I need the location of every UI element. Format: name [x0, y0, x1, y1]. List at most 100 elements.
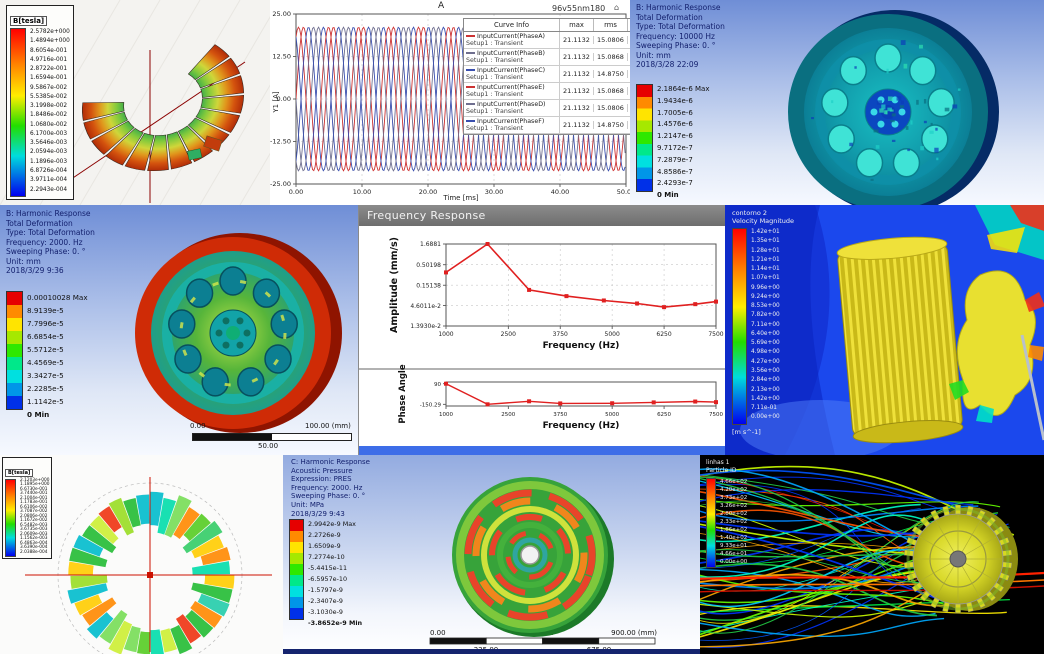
svg-text:-150.29: -150.29 — [420, 403, 442, 409]
legend-value: 1.6509e-9 — [308, 542, 341, 550]
color-bar — [6, 291, 23, 410]
ruler-max: 100.00 (mm) — [305, 422, 351, 430]
panel-harmonic-10000hz: B: Harmonic Response Total Deformation Typ… — [630, 0, 1044, 205]
ruler-mid: 50.00 — [258, 442, 279, 450]
result-header: B: Harmonic Response Total Deformation Typ… — [636, 3, 725, 70]
legend-value: 4.66e+02 — [720, 479, 748, 485]
header-line: Expression: PRES — [291, 475, 352, 484]
legend-value: 2.2285e-5 — [27, 384, 64, 393]
header-line: Sweeping Phase: 0. ° — [291, 492, 366, 501]
svg-text:4.6011e-2: 4.6011e-2 — [410, 303, 441, 310]
legend-value: 2.0806e-002 — [20, 513, 48, 519]
legend-value: -1.5797e-9 — [308, 586, 343, 594]
legend-value: 7.82e+00 — [751, 312, 780, 319]
legend-value: 3.26e+02 — [720, 503, 748, 509]
header-line: Sweeping Phase: 0. ° — [636, 41, 716, 50]
svg-text:-25.00: -25.00 — [270, 180, 291, 188]
legend-value: 1.14e+01 — [751, 266, 780, 273]
header-line: 2018/3/28 22:09 — [636, 60, 699, 69]
svg-text:0.15138: 0.15138 — [416, 282, 441, 289]
legend-value: 7.11e+00 — [751, 321, 780, 328]
legend-title-line: linhas 1 — [706, 459, 730, 466]
svg-text:3750: 3750 — [553, 331, 568, 338]
svg-text:90: 90 — [434, 382, 441, 388]
svg-text:7500: 7500 — [708, 331, 723, 338]
legend-value: 8.9139e-5 — [27, 306, 64, 315]
series-rms: 15.0868 — [594, 53, 628, 61]
legend-value: 2.13e+00 — [751, 386, 780, 393]
panel-particle-tracks: linhas 1 Particle ID 4.66e+02 4.20e+02 3.73… — [700, 455, 1044, 654]
legend-value: 1.9434e-6 — [657, 96, 693, 105]
legend-value: 1.4894e+000 — [30, 38, 70, 45]
header-line: Type: Total Deformation — [636, 22, 725, 31]
window-titlebar[interactable]: Frequency Response — [359, 206, 726, 226]
header-line: B: Harmonic Response — [636, 3, 721, 12]
legend-value: 9.5867e-002 — [30, 84, 68, 91]
header-line: 2018/3/29 9:36 — [6, 266, 64, 275]
wheel-3d-view — [788, 10, 999, 205]
legend-value: 5.5712e-5 — [27, 345, 64, 354]
legend-value: 3.6735e-003 — [20, 527, 48, 533]
legend-value: 3.9711e-004 — [30, 177, 68, 184]
legend-value: 2.5782e+000 — [30, 29, 70, 35]
bfield-legend: B[tesla] 2.1203e+000 1.1895e+000 6.6730e-0… — [2, 457, 53, 559]
legend-value: 6.6106e-002 — [20, 504, 48, 510]
legend-value: 4.9716e-001 — [30, 56, 68, 63]
legend-value: 3.7087e-002 — [20, 509, 48, 515]
col-max: max — [560, 19, 594, 31]
series-color-swatch — [466, 103, 475, 105]
series-color-swatch — [466, 86, 475, 88]
panel-maxwell-winding: B[tesla] 2.5782e+000 1.4894e+000 8.6054e-0… — [0, 0, 270, 205]
curve-row: InputCurrent(PhaseB) Setup1 : Transient … — [464, 49, 630, 66]
series-name: InputCurrent(PhaseA) — [477, 33, 545, 40]
color-bar — [636, 84, 653, 192]
legend-value: 3.7440e-001 — [20, 491, 48, 497]
legend-value: 1.86e+02 — [720, 527, 748, 533]
svg-text:5000: 5000 — [605, 412, 619, 418]
legend-value: 0 Min — [27, 410, 50, 419]
svg-text:0.00: 0.00 — [289, 188, 303, 196]
legend-value: 1.07e+01 — [751, 275, 780, 282]
taskbar-strip — [359, 446, 726, 456]
legend-value: 7.2879e-7 — [657, 155, 693, 164]
legend-value: 2.0594e-003 — [30, 149, 68, 156]
legend-value: 4.66e+01 — [720, 551, 748, 557]
header-line: Unit: mm — [6, 256, 41, 266]
series-max: 21.1132 — [560, 87, 594, 95]
svg-text:3750: 3750 — [553, 412, 567, 418]
series-name: InputCurrent(PhaseF) — [477, 118, 545, 125]
svg-text:10.00: 10.00 — [353, 188, 372, 196]
svg-text:1.3930e-2: 1.3930e-2 — [410, 323, 441, 330]
legend-value: 9.33e+01 — [720, 543, 748, 549]
legend-value: 2.2726e-9 — [308, 531, 341, 539]
particle-legend: linhas 1 Particle ID 4.66e+02 4.20e+02 3.73… — [706, 459, 747, 568]
header-line: Frequency: 2000. Hz — [291, 483, 363, 492]
svg-text:40.00: 40.00 — [551, 188, 570, 196]
legend-value: 9.96e+00 — [751, 284, 780, 291]
series-setup: Setup1 : Transient — [466, 108, 524, 115]
panel-current-waveforms: 0.00 10.00 20.00 30.00 40.00 50.00 25.00 12.50 0… — [270, 0, 630, 205]
series-max: 21.1132 — [560, 70, 594, 78]
series-color-swatch — [466, 52, 475, 54]
header-line: Unit: mm — [636, 50, 671, 60]
curve-row: InputCurrent(PhaseA) Setup1 : Transient … — [464, 32, 630, 49]
legend-value: 9.24e+00 — [751, 293, 780, 300]
header-line: C: Harmonic Response — [291, 458, 370, 466]
series-rms: 14.8750 — [594, 121, 628, 129]
velocity-legend: contorno 2 Velocity Magnitude 1.42e+01 1.3… — [732, 209, 794, 436]
svg-text:1000: 1000 — [438, 331, 453, 338]
legend-value: 2.2943e-004 — [30, 186, 68, 193]
legend-value: 2.1864e-6 Max — [657, 85, 710, 93]
legend-value: 1.21e+01 — [751, 256, 780, 263]
legend-title-line: contorno 2 — [732, 209, 768, 217]
series-setup: Setup1 : Transient — [466, 74, 524, 81]
legend-value: 5.5385e-002 — [30, 93, 68, 100]
series-name: InputCurrent(PhaseD) — [477, 101, 546, 108]
svg-text:Phase Angle: Phase Angle — [398, 364, 408, 423]
legend-value: -6.5957e-10 — [308, 575, 348, 583]
window-title: Frequency Response — [367, 209, 486, 222]
panel-maxwell-stator: B[tesla] 2.1203e+000 1.1895e+000 6.6730e-0… — [0, 455, 283, 654]
streamlines-view — [700, 465, 1044, 648]
legend-value: 1.1895e+000 — [20, 482, 50, 488]
